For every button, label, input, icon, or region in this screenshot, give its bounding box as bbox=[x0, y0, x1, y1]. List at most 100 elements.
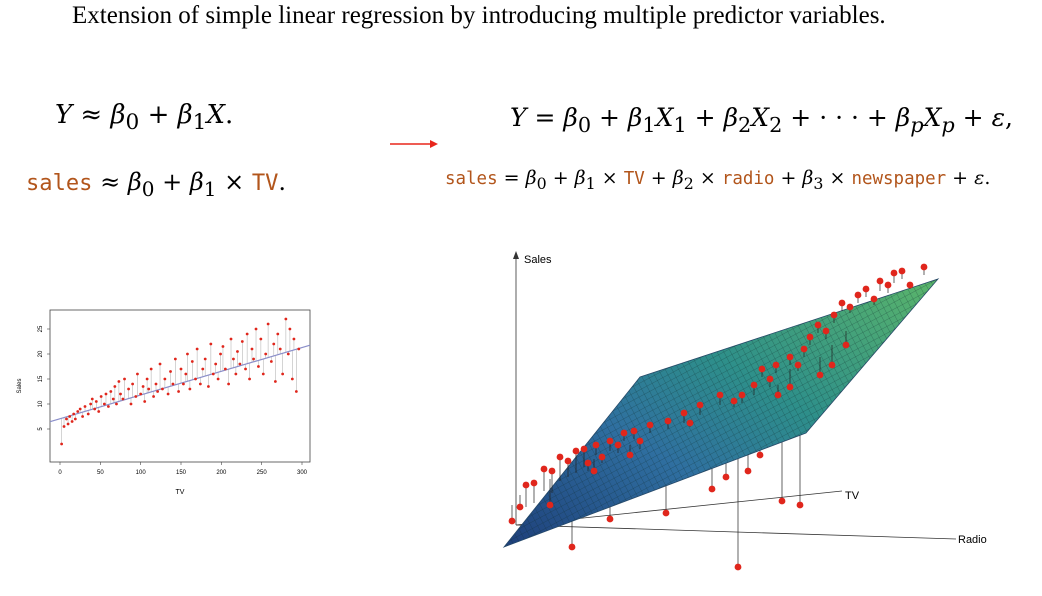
data-point bbox=[65, 417, 68, 421]
data-point bbox=[744, 467, 752, 475]
data-point bbox=[107, 405, 110, 408]
x-tick-label: 0 bbox=[58, 470, 62, 476]
data-point bbox=[81, 415, 84, 418]
data-point bbox=[890, 269, 898, 277]
y-tick-label: 25 bbox=[38, 325, 44, 332]
data-point bbox=[800, 345, 808, 353]
data-point bbox=[564, 457, 572, 465]
y-tick-label: 20 bbox=[38, 350, 44, 357]
data-point bbox=[774, 391, 782, 399]
data-point bbox=[662, 509, 670, 517]
plot-frame bbox=[49, 309, 311, 463]
data-point bbox=[177, 390, 180, 393]
data-point bbox=[814, 321, 822, 329]
data-point bbox=[261, 372, 265, 376]
data-point bbox=[161, 387, 164, 391]
data-point bbox=[248, 377, 251, 381]
data-point bbox=[117, 380, 121, 383]
data-point bbox=[738, 391, 746, 399]
data-point bbox=[870, 295, 878, 303]
data-point bbox=[276, 332, 280, 336]
x-tick-label: 250 bbox=[257, 470, 268, 476]
data-point bbox=[584, 459, 592, 467]
x-tick-label: 200 bbox=[216, 470, 227, 476]
data-point bbox=[716, 391, 724, 399]
data-point bbox=[288, 327, 292, 331]
data-point bbox=[284, 317, 288, 321]
data-point bbox=[842, 341, 850, 349]
data-point bbox=[93, 407, 97, 411]
data-point bbox=[136, 372, 139, 376]
data-point bbox=[188, 387, 192, 391]
slide-heading: Extension of simple linear regression by… bbox=[72, 2, 886, 29]
data-point bbox=[590, 467, 598, 475]
data-point bbox=[76, 410, 80, 413]
data-point bbox=[111, 397, 115, 401]
data-point bbox=[154, 382, 158, 386]
data-point bbox=[806, 333, 814, 341]
data-point bbox=[232, 357, 235, 361]
data-point bbox=[129, 402, 133, 406]
data-point bbox=[115, 402, 118, 406]
multiple-sales-equation: sales = β0 + β1 × TV + β2 × radio + β3 ×… bbox=[445, 167, 991, 193]
data-point bbox=[166, 392, 170, 396]
data-point bbox=[216, 377, 220, 381]
data-point bbox=[758, 365, 766, 373]
data-point bbox=[223, 367, 227, 371]
data-point bbox=[297, 347, 301, 351]
data-point bbox=[89, 402, 93, 406]
data-point bbox=[822, 327, 830, 335]
data-point bbox=[272, 342, 276, 346]
tv-sales-scatter-plot: 0 50 100 150 200 250 300 5 10 15 20 25 TV Sales bbox=[17, 309, 311, 496]
data-point bbox=[171, 382, 175, 386]
data-point bbox=[209, 342, 213, 346]
data-point bbox=[145, 377, 149, 381]
data-point bbox=[141, 385, 145, 388]
data-point bbox=[221, 345, 225, 348]
data-point bbox=[598, 453, 606, 461]
data-point bbox=[266, 322, 270, 326]
y-tick-label: 15 bbox=[38, 375, 44, 382]
regression-plane-mesh bbox=[504, 279, 938, 547]
data-point bbox=[830, 311, 838, 319]
data-point bbox=[194, 377, 197, 381]
data-point bbox=[73, 417, 77, 421]
data-point bbox=[686, 419, 694, 427]
data-point bbox=[238, 362, 242, 366]
data-point bbox=[152, 395, 155, 398]
data-point bbox=[250, 347, 254, 351]
data-point bbox=[273, 380, 277, 383]
y-axis-label: Sales bbox=[17, 378, 23, 393]
data-point bbox=[78, 407, 82, 411]
y-tick-label: 10 bbox=[38, 400, 44, 407]
data-point bbox=[708, 485, 716, 493]
data-point bbox=[286, 352, 290, 356]
radio-axis-label: Radio bbox=[958, 534, 987, 546]
data-point bbox=[606, 437, 614, 445]
x-tick-label: 50 bbox=[97, 470, 104, 476]
data-point bbox=[190, 360, 194, 363]
data-point bbox=[816, 371, 824, 379]
data-point bbox=[123, 377, 126, 381]
data-point bbox=[766, 375, 774, 383]
data-point bbox=[580, 445, 588, 453]
data-point bbox=[259, 337, 263, 341]
data-point bbox=[127, 387, 130, 391]
data-point bbox=[173, 357, 177, 361]
data-point bbox=[730, 397, 738, 405]
data-point bbox=[227, 382, 230, 386]
sales-axis-arrow bbox=[513, 251, 519, 259]
right-arrow-icon bbox=[390, 140, 438, 148]
data-point bbox=[163, 377, 167, 381]
data-point bbox=[90, 397, 94, 401]
data-point bbox=[244, 367, 247, 371]
data-point bbox=[179, 367, 183, 371]
data-point bbox=[70, 420, 74, 423]
data-point bbox=[269, 360, 273, 363]
data-point bbox=[214, 362, 218, 366]
data-point bbox=[548, 467, 556, 475]
data-point bbox=[786, 383, 794, 391]
data-point bbox=[86, 412, 90, 416]
data-point bbox=[203, 357, 207, 361]
data-point bbox=[522, 481, 530, 489]
